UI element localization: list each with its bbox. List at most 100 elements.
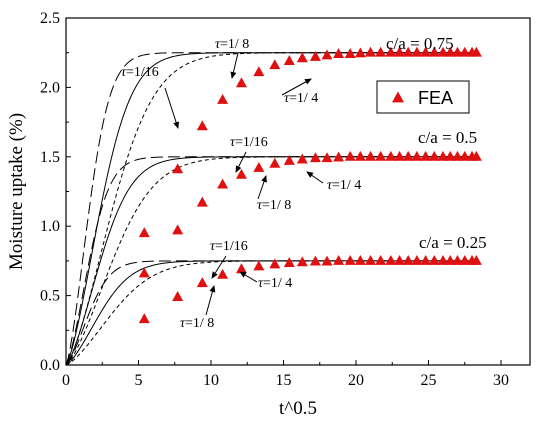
fea-point-025-11 [333, 254, 345, 265]
annot-025-tau-1-8-arrow [205, 285, 216, 316]
x-tick-label: 30 [493, 372, 509, 389]
annot-05-tau-1-8-value: =1/ 8 [262, 198, 291, 213]
annot-075-tau-1-4-value: =1/ 4 [289, 91, 318, 106]
fea-point-075-6 [269, 59, 281, 70]
fea-point-075-2 [196, 120, 208, 131]
fea-point-025-0 [138, 313, 150, 324]
fea-point-05-18 [402, 150, 414, 161]
annot-05-tau-1-16-symbol: τ [230, 135, 236, 150]
x-tick-label: 20 [348, 372, 364, 389]
fea-point-075-4 [235, 77, 247, 88]
legend-box [376, 80, 470, 114]
annot-025-tau-1-4: τ=1/ 4 [258, 276, 292, 291]
annot-075-tau-1-4-symbol: τ [284, 91, 290, 106]
curve-075-tau-1-4 [65, 52, 477, 366]
fea-point-05-11 [333, 151, 345, 162]
fea-point-05-24 [452, 150, 463, 161]
fea-point-075-1 [172, 163, 184, 174]
annot-075-tau-1-4: τ=1/ 4 [284, 91, 318, 106]
annot-025-tau-1-16-symbol: τ [210, 239, 216, 254]
fea-point-05-20 [420, 150, 432, 161]
annot-025-tau-1-16-value: =1/16 [215, 239, 248, 254]
fea-point-075-15 [375, 46, 387, 57]
x-tick-label: 10 [203, 372, 219, 389]
fea-point-025-9 [309, 255, 321, 266]
fea-point-075-27 [470, 46, 482, 57]
fea-point-05-6 [269, 157, 281, 168]
fea-point-025-6 [269, 258, 281, 269]
fea-point-075-13 [354, 47, 366, 58]
annot-05-tau-1-16-arrow [235, 151, 247, 173]
fea-point-025-25 [459, 254, 471, 265]
fea-point-075-7 [283, 55, 295, 65]
fea-point-025-24 [452, 254, 463, 265]
fea-point-075-25 [459, 46, 471, 57]
fea-point-025-3 [217, 268, 229, 279]
annot-025-tau-1-8: τ=1/ 8 [180, 316, 214, 331]
annot-05-tau-1-4-symbol: τ [327, 178, 333, 193]
fea-point-075-21 [428, 46, 440, 57]
fea-point-05-10 [321, 152, 333, 163]
ratio-label-05: c/a = 0.5 [418, 128, 477, 147]
fea-point-05-27 [470, 150, 482, 161]
fea-point-075-8 [296, 52, 308, 63]
annot-05-tau-1-8-symbol: τ [257, 198, 263, 213]
y-axis-title: Moisture uptake (%) [6, 113, 27, 270]
fea-point-025-8 [296, 256, 308, 267]
annot-075-tau-1-16-value: =1/16 [126, 65, 159, 80]
y-tick-label: 2.5 [40, 10, 60, 27]
fea-point-025-18 [402, 254, 414, 265]
fea-point-025-15 [375, 254, 387, 265]
fea-point-025-20 [420, 254, 432, 265]
x-tick-label: 25 [421, 372, 437, 389]
fea-point-025-22 [437, 254, 449, 265]
fea-point-05-23 [444, 150, 456, 161]
fea-point-05-21 [428, 150, 440, 161]
y-tick-label: 1.5 [40, 149, 60, 166]
ratio-label-075: c/a = 0.75 [386, 34, 454, 53]
fea-point-075-3 [217, 93, 229, 104]
fea-point-075-10 [321, 49, 333, 60]
fea-point-075-14 [365, 46, 376, 57]
annot-05-tau-1-4-value: =1/ 4 [332, 178, 361, 193]
fea-point-025-16 [385, 254, 397, 265]
annot-075-tau-1-16-arrow [164, 87, 179, 129]
fea-point-075-24 [452, 46, 463, 57]
fea-point-05-16 [385, 150, 397, 161]
fea-point-075-19 [411, 46, 423, 57]
ratio-label-025: c/a = 0.25 [419, 233, 487, 252]
annot-025-tau-1-16-arrow [211, 255, 227, 279]
fea-point-075-20 [420, 46, 432, 57]
annot-025-tau-1-4-arrow [239, 271, 258, 283]
fea-point-025-19 [411, 254, 423, 265]
annot-075-tau-1-8-symbol: τ [215, 37, 221, 52]
fea-point-025-21 [428, 254, 440, 265]
annot-05-tau-1-16: τ=1/16 [230, 135, 268, 150]
fea-point-025-17 [394, 254, 405, 265]
fea-point-025-14 [365, 254, 376, 265]
annot-075-tau-1-8-arrow [230, 52, 239, 79]
fea-point-075-0 [138, 227, 150, 238]
fea-point-05-3 [217, 178, 229, 189]
annot-075-tau-1-4-arrow [281, 78, 312, 96]
fea-point-05-7 [283, 155, 295, 165]
annotations: c/a = 0.75c/a = 0.5c/a = 0.25τ=1/16τ=1/ … [121, 34, 487, 331]
legend-label: FEA [418, 88, 453, 108]
fea-point-075-16 [385, 46, 397, 57]
annot-05-tau-1-16-value: =1/16 [235, 135, 268, 150]
fea-point-05-15 [375, 150, 387, 161]
fea-point-05-2 [196, 196, 208, 207]
fea-point-05-0 [138, 267, 150, 278]
fea-points [138, 46, 482, 324]
annot-025-tau-1-8-symbol: τ [180, 316, 186, 331]
annot-075-tau-1-16: τ=1/16 [121, 65, 159, 80]
fea-point-025-27 [470, 254, 482, 265]
fea-point-05-1 [172, 224, 184, 235]
legend: FEA [376, 80, 470, 114]
fea-point-05-14 [365, 150, 376, 161]
fea-point-075-23 [444, 46, 456, 57]
fea-point-05-9 [309, 152, 321, 163]
fea-point-05-22 [437, 150, 449, 161]
fea-point-075-12 [344, 48, 356, 59]
